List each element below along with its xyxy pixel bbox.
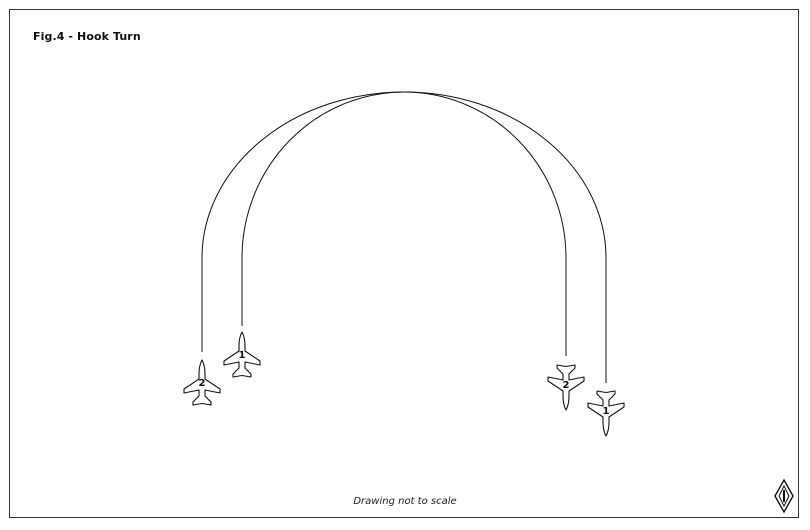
figure-title: Fig.4 - Hook Turn (33, 30, 141, 43)
aircraft-number: 2 (199, 378, 206, 389)
flight-path-aircraft-2 (201, 91, 607, 383)
aircraft-1-start: 1 (223, 331, 261, 378)
diamond-logo-icon (774, 478, 794, 514)
aircraft-number: 1 (603, 406, 610, 417)
scale-note: Drawing not to scale (353, 496, 457, 507)
flight-path-aircraft-1 (241, 91, 567, 356)
aircraft-number: 2 (563, 380, 570, 391)
aircraft-2-end: 2 (547, 364, 585, 411)
aircraft-number: 1 (239, 350, 246, 361)
figure-frame (9, 9, 799, 518)
aircraft-1-end: 1 (587, 390, 625, 437)
aircraft-2-start: 2 (183, 359, 221, 406)
